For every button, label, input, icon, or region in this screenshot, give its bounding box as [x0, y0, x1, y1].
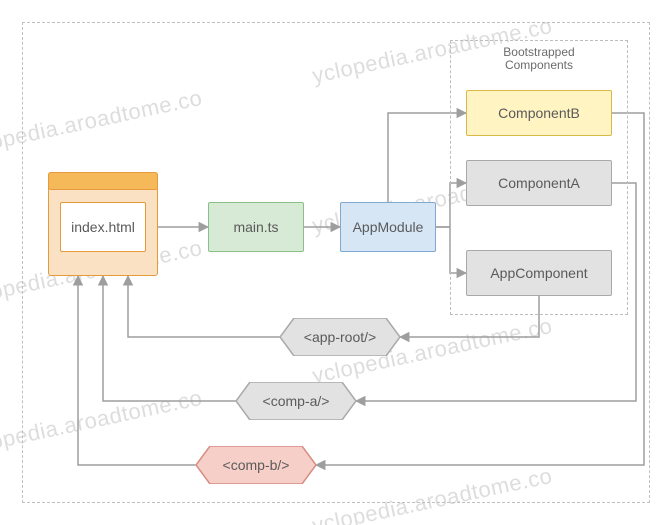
- tag-compb: <comp-b/>: [196, 446, 316, 484]
- node-componentB: ComponentB: [466, 90, 612, 136]
- node-index: index.html: [60, 202, 146, 252]
- node-componentA: ComponentA: [466, 160, 612, 206]
- node-appmodule: AppModule: [340, 202, 436, 252]
- bootstrap-container-label: BootstrappedComponents: [450, 46, 628, 72]
- node-appcomponent: AppComponent: [466, 250, 612, 296]
- node-label: ComponentB: [498, 105, 580, 121]
- diagram-stage: yclopedia.aroadtome.coyclopedia.aroadtom…: [0, 0, 672, 525]
- index-wrapper-header: [48, 172, 158, 190]
- tag-approot: <app-root/>: [280, 318, 400, 356]
- node-label: AppComponent: [490, 265, 587, 281]
- node-label: AppModule: [353, 219, 424, 235]
- node-label: ComponentA: [498, 175, 580, 191]
- node-main: main.ts: [208, 202, 304, 252]
- node-label: index.html: [71, 219, 135, 235]
- node-label: main.ts: [233, 219, 278, 235]
- tag-compa: <comp-a/>: [236, 382, 356, 420]
- tag-label: <comp-a/>: [263, 393, 330, 409]
- tag-label: <comp-b/>: [223, 457, 290, 473]
- tag-label: <app-root/>: [304, 329, 376, 345]
